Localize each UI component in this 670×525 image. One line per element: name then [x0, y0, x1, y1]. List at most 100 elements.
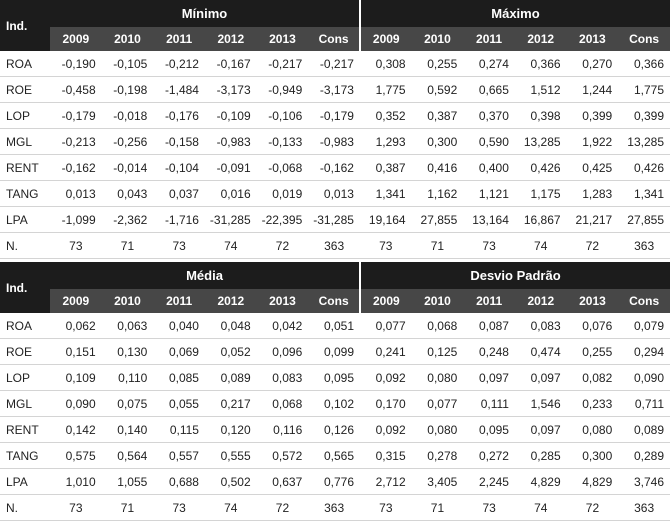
- cell: 0,090: [618, 364, 670, 391]
- cell: 0,037: [153, 180, 205, 207]
- cell: 0,130: [101, 338, 154, 365]
- cell: -0,018: [101, 102, 154, 129]
- cell: 0,370: [463, 102, 515, 129]
- cell: -0,162: [50, 154, 102, 181]
- year-row: 2009 2010 2011 2012 2013 Cons 2009 2010 2011 2012…: [0, 289, 670, 313]
- cell: 0,272: [463, 442, 515, 469]
- data-row: LPA 1,010 1,055 0,688 0,502 0,637 0,776 2,712 3,…: [0, 468, 670, 495]
- cell: 0,125: [411, 338, 464, 365]
- cell: 0,289: [618, 442, 670, 469]
- cell: 0,688: [153, 468, 205, 495]
- data-row: ROA 0,062 0,063 0,040 0,048 0,042 0,051 0,077 0,…: [0, 313, 670, 339]
- cell: 1,175: [514, 180, 567, 207]
- cell: 0,013: [50, 180, 102, 207]
- cell: 0,120: [204, 416, 257, 443]
- cell: 16,867: [514, 206, 567, 233]
- cell: 0,019: [256, 180, 309, 207]
- cell: 0,062: [50, 313, 102, 339]
- data-row: LOP -0,179 -0,018 -0,176 -0,109 -0,106 -0,179 0…: [0, 102, 670, 129]
- year-header: 2011: [463, 27, 515, 51]
- data-row: N. 73 71 73 74 72 363 73 71 73 74 72 363: [0, 232, 670, 259]
- cell: 0,387: [359, 154, 412, 181]
- cell: 0,092: [360, 364, 412, 391]
- cell: 0,315: [360, 442, 412, 469]
- year-header: 2013: [256, 27, 309, 51]
- cell: 71: [411, 232, 464, 259]
- cell: 0,043: [101, 180, 154, 207]
- year-header: Cons: [308, 289, 360, 313]
- cell: 0,637: [256, 468, 309, 495]
- cell: 1,010: [50, 468, 102, 495]
- year-header: 2010: [411, 27, 464, 51]
- row-label: ROE: [0, 76, 50, 103]
- cell: 0,270: [566, 51, 619, 77]
- cell: 0,398: [514, 102, 567, 129]
- cell: 0,233: [566, 390, 619, 417]
- cell: -0,179: [50, 102, 102, 129]
- cell: -1,484: [153, 76, 205, 103]
- row-label: LPA: [0, 206, 50, 233]
- cell: 0,776: [308, 468, 360, 495]
- cell: 0,255: [566, 338, 619, 365]
- cell: 0,170: [360, 390, 412, 417]
- group-header: Desvio Padrão: [359, 262, 670, 289]
- cell: 0,278: [411, 442, 464, 469]
- cell: 0,095: [463, 416, 515, 443]
- cell: 0,308: [359, 51, 412, 77]
- cell: 0,565: [308, 442, 360, 469]
- cell: -31,285: [308, 206, 360, 233]
- cell: 0,592: [411, 76, 464, 103]
- year-header: 2013: [256, 289, 309, 313]
- cell: 363: [308, 494, 360, 521]
- data-row: ROA -0,190 -0,105 -0,212 -0,167 -0,217 -0,217 0…: [0, 51, 670, 77]
- cell: 0,087: [463, 313, 515, 339]
- cell: 0,151: [50, 338, 102, 365]
- cell: 0,063: [101, 313, 154, 339]
- cell: -0,105: [101, 51, 154, 77]
- cell: 0,572: [256, 442, 309, 469]
- cell: -0,133: [256, 128, 309, 155]
- cell: 0,079: [618, 313, 670, 339]
- row-label: ROA: [0, 313, 50, 339]
- stats-table: Ind. Mínimo Máximo 2009 2010 2011 2012 2013 Cons…: [0, 0, 670, 259]
- cell: 0,115: [153, 416, 205, 443]
- cell: 1,546: [514, 390, 567, 417]
- cell: 0,140: [101, 416, 154, 443]
- cell: 73: [50, 494, 102, 521]
- cell: 1,283: [566, 180, 619, 207]
- cell: -31,285: [204, 206, 257, 233]
- year-header: 2010: [411, 289, 464, 313]
- cell: -0,949: [256, 76, 309, 103]
- cell: 72: [256, 494, 309, 521]
- row-label: TANG: [0, 442, 50, 469]
- cell: 2,245: [463, 468, 515, 495]
- cell: 0,097: [514, 416, 567, 443]
- cell: 0,575: [50, 442, 102, 469]
- year-header: Cons: [308, 27, 360, 51]
- cell: -2,362: [101, 206, 154, 233]
- data-row: RENT -0,162 -0,014 -0,104 -0,091 -0,068 -0,162…: [0, 154, 670, 181]
- cell: 0,109: [50, 364, 102, 391]
- row-label: ROE: [0, 338, 50, 365]
- cell: 0,099: [308, 338, 360, 365]
- year-header: 2013: [566, 27, 619, 51]
- cell: 0,089: [618, 416, 670, 443]
- cell: -0,068: [256, 154, 309, 181]
- cell: 0,352: [359, 102, 412, 129]
- cell: 73: [153, 494, 205, 521]
- cell: 363: [618, 232, 670, 259]
- cell: 74: [514, 232, 567, 259]
- cell: -0,106: [256, 102, 309, 129]
- cell: 0,016: [204, 180, 257, 207]
- data-row: RENT 0,142 0,140 0,115 0,120 0,116 0,126 0,092 0…: [0, 416, 670, 443]
- cell: 1,293: [359, 128, 412, 155]
- cell: 0,083: [256, 364, 309, 391]
- data-row: LOP 0,109 0,110 0,085 0,089 0,083 0,095 0,092 0,…: [0, 364, 670, 391]
- cell: 0,274: [463, 51, 515, 77]
- cell: 71: [101, 232, 154, 259]
- cell: 1,244: [566, 76, 619, 103]
- year-header: Cons: [618, 289, 670, 313]
- cell: 72: [256, 232, 309, 259]
- cell: 363: [618, 494, 670, 521]
- data-row: N. 73 71 73 74 72 363 73 71 73 74 72 363: [0, 494, 670, 521]
